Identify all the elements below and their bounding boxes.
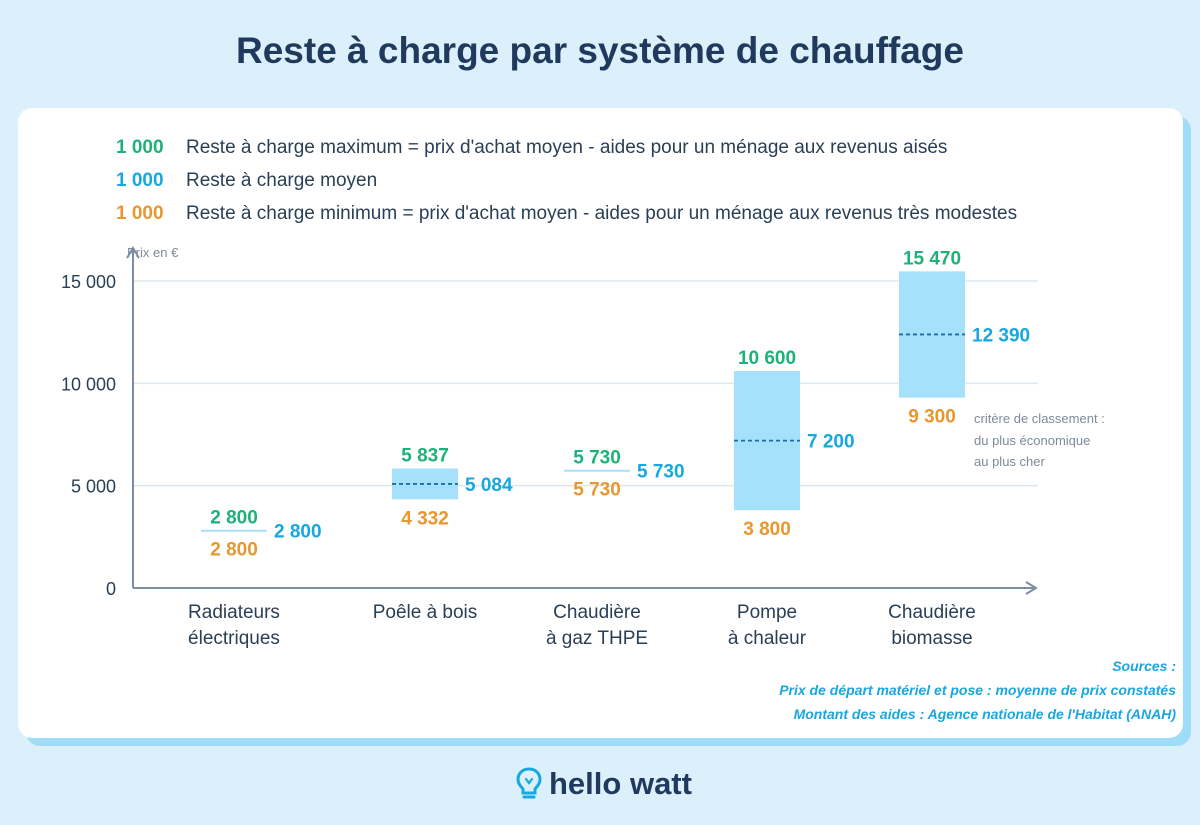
sources-heading: Sources : — [1112, 658, 1176, 674]
avg-value-label: 7 200 — [807, 432, 855, 453]
legend-min-number: 1 000 — [116, 203, 164, 224]
category-label: Chaudière — [888, 602, 976, 623]
category-label: Radiateurs — [188, 602, 280, 623]
y-tick-label: 10 000 — [61, 374, 116, 394]
legend-min: 1 000 Reste à charge minimum = prix d'ach… — [116, 203, 1017, 225]
avg-value-label: 12 390 — [972, 325, 1030, 346]
max-value-label: 10 600 — [738, 348, 796, 369]
x-axis-arrow — [1025, 581, 1038, 595]
criteria-line-1: critère de classement : — [974, 411, 1105, 426]
min-value-label: 3 800 — [743, 519, 791, 540]
sources-line-1: Prix de départ matériel et pose : moyenn… — [779, 682, 1176, 698]
min-value-label: 5 730 — [573, 480, 621, 501]
category-label: Pompe — [737, 602, 797, 623]
logo: hello watt — [515, 764, 692, 804]
y-axis-label: Prix en € — [127, 245, 179, 260]
legend-avg: 1 000 Reste à charge moyen — [116, 170, 377, 192]
y-tick-label: 0 — [106, 579, 116, 599]
sources-line-2: Montant des aides : Agence nationale de … — [793, 706, 1176, 722]
avg-value-label: 5 084 — [465, 475, 513, 496]
page-title: Reste à charge par système de chauffage — [236, 30, 964, 71]
sources: Sources : Prix de départ matériel et pos… — [779, 654, 1176, 726]
category-label: Poêle à bois — [373, 602, 478, 623]
max-value-label: 5 730 — [573, 448, 621, 469]
min-value-label: 2 800 — [210, 540, 258, 561]
legend-avg-text: Reste à charge moyen — [186, 170, 378, 191]
legend-max-number: 1 000 — [116, 137, 164, 158]
legend-max-text: Reste à charge maximum = prix d'achat mo… — [186, 137, 948, 158]
legend-avg-number: 1 000 — [116, 170, 164, 191]
criteria-line-2: du plus économique — [974, 432, 1091, 448]
category-label: électriques — [188, 628, 280, 649]
chart-card — [18, 108, 1183, 738]
avg-value-label: 2 800 — [274, 522, 322, 543]
category-label: à gaz THPE — [546, 628, 648, 649]
y-tick-label: 15 000 — [61, 272, 116, 292]
category-label: Chaudière — [553, 602, 641, 623]
max-value-label: 5 837 — [401, 446, 449, 467]
avg-value-label: 5 730 — [637, 462, 685, 483]
criteria-note: critère de classement : du plus économiq… — [974, 408, 1105, 473]
lightbulb-icon — [516, 767, 542, 799]
category-label: à chaleur — [728, 628, 807, 649]
max-value-label: 15 470 — [903, 248, 961, 269]
logo-text: hello watt — [549, 766, 692, 801]
y-axis-arrow — [126, 246, 140, 259]
criteria-line-3: au plus cher — [974, 454, 1045, 469]
category-label: biomasse — [891, 628, 972, 649]
y-tick-label: 5 000 — [71, 477, 116, 497]
max-value-label: 2 800 — [210, 508, 258, 529]
min-value-label: 9 300 — [908, 407, 956, 428]
min-value-label: 4 332 — [401, 508, 449, 529]
legend-max: 1 000 Reste à charge maximum = prix d'ach… — [116, 137, 947, 159]
legend-min-text: Reste à charge minimum = prix d'achat mo… — [186, 203, 1018, 224]
